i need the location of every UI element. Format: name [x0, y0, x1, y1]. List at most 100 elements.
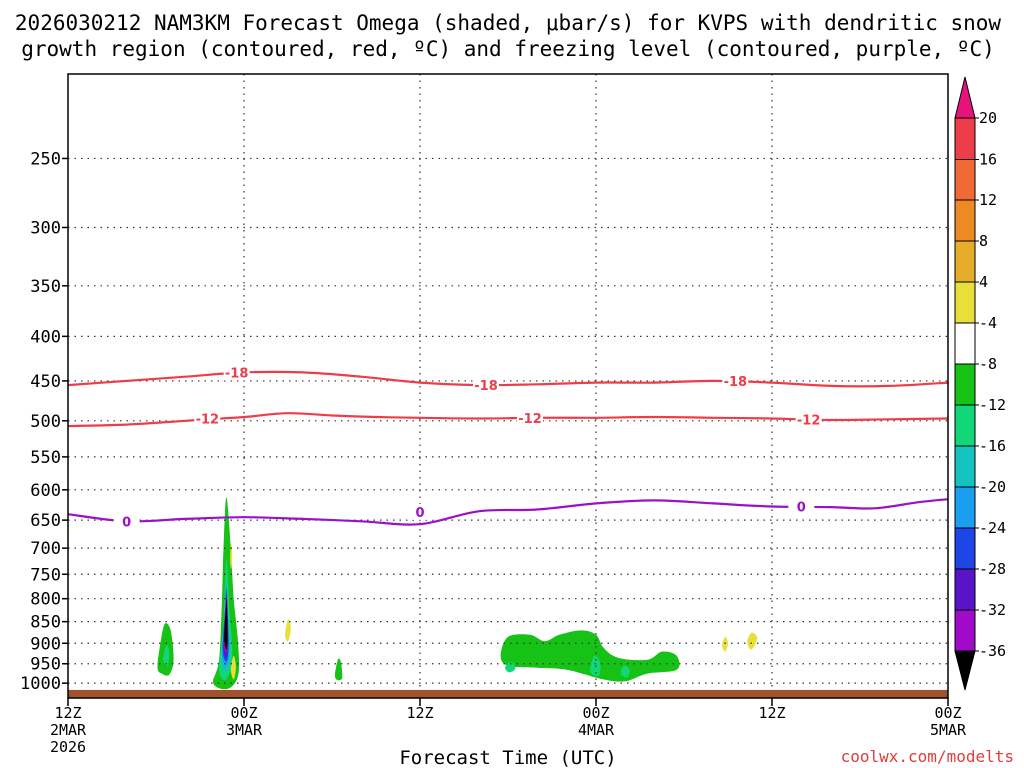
- red-contour-label: -18: [474, 379, 498, 394]
- colorbar-band-10: [954, 527, 976, 570]
- x-tick-label-48-0: 12Z: [758, 704, 785, 722]
- purple-contour-line-0: [67, 498, 949, 526]
- colorbar-label-5: -4: [979, 314, 997, 332]
- surface-ground: [68, 689, 948, 698]
- red-contour-label: -18: [225, 366, 249, 381]
- grid-lines: [68, 74, 948, 698]
- red-contour-label-bg: [517, 409, 543, 426]
- y-tick-label-350: 350: [30, 277, 61, 297]
- colorbar-label-4: 4: [979, 273, 988, 291]
- red-contour-label: -18: [724, 375, 748, 390]
- x-tick-label-24-0: 12Z: [406, 704, 433, 722]
- x-tick-label-0-2: 2026: [50, 738, 86, 756]
- omega-area-neg8-14: [500, 630, 680, 682]
- colorbar-top-arrow: [954, 76, 976, 119]
- colorbar-label-6: -8: [979, 355, 997, 373]
- x-tick-label-0-0: 12Z: [54, 704, 81, 722]
- colorbar-label-0: 20: [979, 109, 997, 127]
- surface-ground-layer: [68, 689, 948, 698]
- y-tick-label-700: 700: [30, 539, 61, 559]
- colorbar-band-2: [954, 199, 976, 242]
- colorbar-label-12: -32: [979, 601, 1006, 619]
- colorbar-band-7: [954, 404, 976, 447]
- x-tick-label-36-1: 4MAR: [578, 721, 615, 739]
- y-tick-label-600: 600: [30, 481, 61, 501]
- y-tick-label-400: 400: [30, 327, 61, 347]
- y-tick-label-800: 800: [30, 590, 61, 610]
- red-contour-line-1: [67, 412, 949, 428]
- red-contour-label: -12: [518, 412, 542, 427]
- red-contour-label-bg: [473, 377, 499, 394]
- y-tick-label-450: 450: [30, 372, 61, 392]
- omega-area-neg36-7: [224, 598, 228, 650]
- colorbar-band-9: [954, 486, 976, 529]
- x-tick-label-12-1: 3MAR: [226, 721, 263, 739]
- omega-area-neg12-15: [590, 655, 601, 677]
- colorbar-band-6: [954, 363, 976, 406]
- colorbar-label-2: 12: [979, 191, 997, 209]
- y-axis: 2503003504004505005506006507007508008509…: [20, 149, 68, 694]
- colorbar-label-13: -36: [979, 642, 1006, 660]
- colorbar-label-9: -20: [979, 478, 1006, 496]
- omega-area-neg12-16: [620, 665, 630, 678]
- colorbar-band-0: [954, 117, 976, 160]
- red-contour-label-bg: [223, 364, 250, 381]
- purple-contour-label: 0: [797, 500, 806, 515]
- y-tick-label-550: 550: [30, 448, 61, 468]
- colorbar-legend: 20 16 12 8 4 -4 -8 -12 -16 -20 -24 -28 -32 -36: [954, 76, 1006, 691]
- x-tick-label-0-1: 2MAR: [50, 721, 87, 739]
- colorbar-band-1: [954, 159, 976, 201]
- colorbar-band-3: [954, 240, 976, 283]
- y-tick-label-650: 650: [30, 511, 61, 531]
- y-tick-label-500: 500: [30, 412, 61, 432]
- plot-area: -18 -18 -18 -12 -12 -12 0 0 0: [67, 73, 949, 699]
- chart-title-line-2: growth region (contoured, red, ºC) and f…: [21, 37, 995, 61]
- red-contour-line-0: [67, 370, 949, 388]
- omega-area-4-11: [230, 542, 233, 570]
- x-axis-label: Forecast Time (UTC): [399, 747, 616, 768]
- colorbar-band-8: [954, 445, 976, 488]
- x-tick-label-36-0: 00Z: [582, 704, 609, 722]
- colorbar-label-7: -12: [979, 396, 1006, 414]
- x-tick-label-60-0: 00Z: [934, 704, 961, 722]
- y-tick-label-250: 250: [30, 149, 61, 169]
- omega-area-neg12-9: [163, 645, 170, 666]
- colorbar-band-5: [954, 322, 976, 365]
- colorbar-label-8: -16: [979, 437, 1006, 455]
- colorbar-bottom-arrow: [954, 650, 976, 691]
- colorbar-label-10: -24: [979, 519, 1006, 537]
- y-tick-label-950: 950: [30, 655, 61, 675]
- credit-link[interactable]: coolwx.com/modelts: [841, 747, 1014, 766]
- omega-area-4-18: [722, 636, 728, 652]
- omega-area-4-10: [230, 655, 236, 680]
- colorbar-label-1: 16: [979, 151, 997, 169]
- purple-contour-label-bg: [788, 498, 815, 515]
- x-tick-label-60-1: 5MAR: [930, 721, 967, 739]
- colorbar-label-11: -28: [979, 560, 1006, 578]
- omega-shading-layer: [157, 497, 758, 690]
- red-contour-label-bg: [194, 410, 221, 427]
- omega-area-neg12-17: [505, 661, 516, 673]
- purple-contour-label-bg: [113, 513, 140, 530]
- omega-area-4-12: [285, 619, 291, 642]
- plot-frame: [67, 73, 949, 699]
- omega-area-4-19: [747, 632, 758, 650]
- omega-area-neg8-13: [334, 658, 343, 681]
- y-tick-label-850: 850: [30, 613, 61, 633]
- purple-contour-label: 0: [415, 506, 424, 521]
- red-contour-label-bg: [795, 411, 822, 428]
- colorbar-band-12: [954, 609, 976, 652]
- red-contour-label: -12: [196, 413, 220, 428]
- red-contour-label: -12: [797, 413, 821, 428]
- purple-contour-label: 0: [122, 515, 131, 530]
- colorbar-label-3: 8: [979, 232, 988, 250]
- y-tick-label-900: 900: [30, 634, 61, 654]
- temperature-contours: -18 -18 -18 -12 -12 -12 0 0 0: [67, 364, 949, 530]
- x-tick-label-12-0: 00Z: [230, 704, 257, 722]
- y-tick-label-300: 300: [30, 218, 61, 238]
- colorbar-band-4: [954, 281, 976, 324]
- red-contour-label-bg: [722, 372, 749, 389]
- chart-title-line-1: 2026030212 NAM3KM Forecast Omega (shaded…: [15, 11, 1002, 35]
